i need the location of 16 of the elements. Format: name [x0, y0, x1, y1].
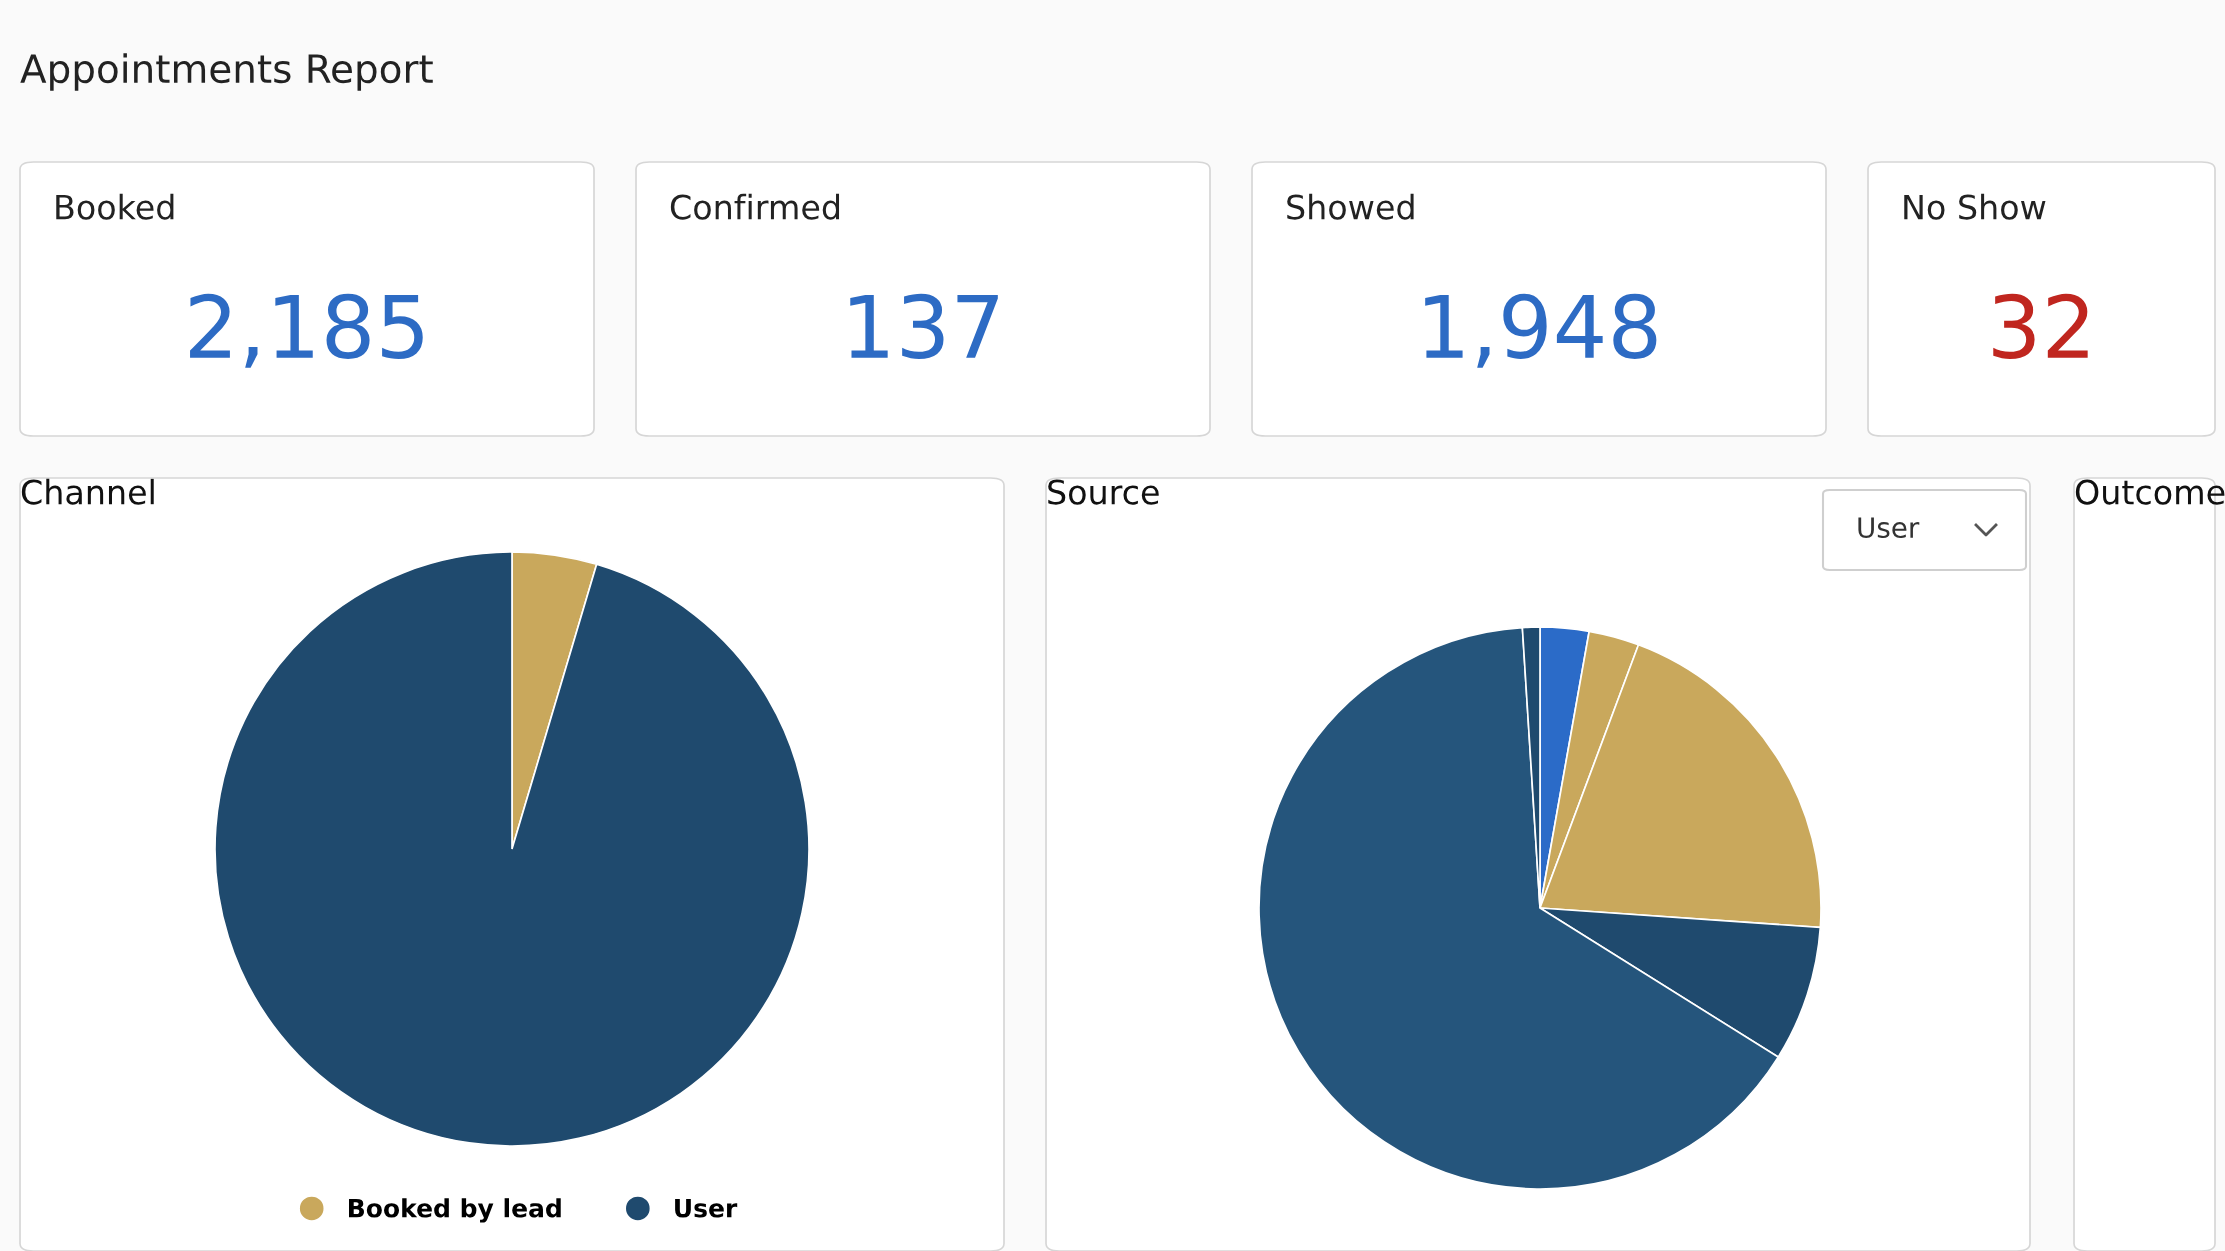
text: 1,948 [1425, 293, 1657, 368]
text: Outcome [2075, 479, 2225, 505]
text: Booked [56, 193, 174, 220]
chart-title: Source [1048, 479, 1159, 505]
text: 32 [1993, 293, 2088, 359]
legend-label: User [675, 1198, 738, 1218]
text: Appointments Report [20, 53, 433, 91]
text: Confirmed [670, 193, 840, 220]
text: 2,185 [190, 293, 423, 368]
pie-slice [214, 551, 810, 1147]
text: No Show [1904, 193, 2046, 220]
chart-title: Channel [21, 478, 154, 505]
text: Showed [1287, 193, 1414, 220]
text: 137 [850, 293, 998, 359]
text: User [1858, 517, 1920, 539]
legend-label: Booked by lead [349, 1198, 561, 1223]
